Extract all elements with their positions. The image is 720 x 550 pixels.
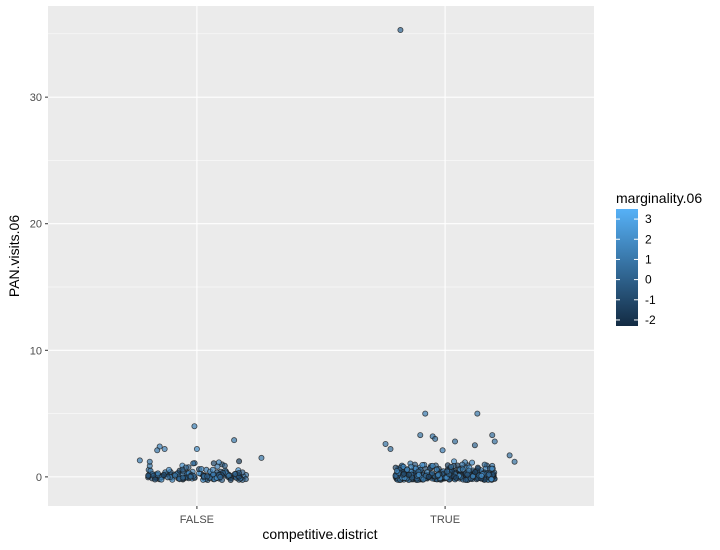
data-point xyxy=(419,462,426,469)
data-point xyxy=(474,464,481,471)
y-tick-label: 30 xyxy=(30,92,42,104)
data-point xyxy=(417,432,424,439)
x-tick-label: TRUE xyxy=(430,514,460,526)
data-point xyxy=(429,470,436,477)
data-point xyxy=(464,471,471,478)
data-point xyxy=(453,474,460,481)
data-point xyxy=(439,447,446,454)
y-axis: 0 10 20 30 xyxy=(30,92,48,484)
data-point xyxy=(221,462,228,469)
data-point xyxy=(187,473,194,480)
data-point xyxy=(387,446,394,453)
data-point xyxy=(459,461,466,468)
y-axis-title: PAN.visits.06 xyxy=(6,215,22,297)
data-point xyxy=(158,476,165,483)
data-point xyxy=(160,472,167,479)
legend-tick-label: 2 xyxy=(645,232,652,246)
legend-tick-label: 1 xyxy=(645,252,652,266)
data-point xyxy=(471,442,478,449)
legend-colorbar xyxy=(616,209,638,326)
data-point xyxy=(393,467,400,474)
legend-tick-label: 0 xyxy=(645,273,652,287)
data-point xyxy=(154,447,161,454)
panel-background xyxy=(48,6,594,506)
data-point xyxy=(472,469,479,476)
data-points xyxy=(136,27,518,484)
data-point xyxy=(179,466,186,473)
legend-tick-label: -1 xyxy=(645,293,656,307)
x-tick-label: FALSE xyxy=(180,514,214,526)
data-point xyxy=(146,458,153,465)
data-point xyxy=(489,432,496,439)
data-point xyxy=(161,446,168,453)
data-point xyxy=(258,454,265,461)
data-point xyxy=(420,476,427,483)
data-point xyxy=(478,472,485,479)
x-axis-title: competitive.district xyxy=(262,526,377,542)
data-point xyxy=(408,463,415,470)
data-point xyxy=(151,476,158,483)
color-legend: marginality.06 3 2 1 0 -1 -2 xyxy=(616,190,702,327)
data-point xyxy=(506,452,513,459)
data-point xyxy=(491,438,498,445)
data-point xyxy=(198,466,205,473)
data-point xyxy=(406,471,413,478)
data-point xyxy=(217,474,224,481)
data-point xyxy=(214,463,221,470)
data-point xyxy=(172,472,179,479)
data-point xyxy=(210,460,217,467)
legend-ticks: 3 2 1 0 -1 -2 xyxy=(616,212,656,327)
data-point xyxy=(227,477,234,484)
data-point xyxy=(433,466,440,473)
data-point xyxy=(404,466,411,473)
data-point xyxy=(474,410,481,417)
data-point xyxy=(232,470,239,477)
data-point xyxy=(435,471,442,478)
data-point xyxy=(136,457,143,464)
data-point xyxy=(448,463,455,470)
data-point xyxy=(422,410,429,417)
data-point xyxy=(145,472,152,479)
data-point xyxy=(397,27,404,34)
legend-title: marginality.06 xyxy=(616,190,702,206)
data-point xyxy=(415,471,422,478)
data-point xyxy=(191,423,198,430)
data-point xyxy=(179,474,186,481)
data-point xyxy=(190,460,197,467)
major-gridlines xyxy=(48,6,594,506)
data-point xyxy=(485,471,492,478)
y-tick-label: 10 xyxy=(30,345,42,357)
data-point xyxy=(425,473,432,480)
data-point xyxy=(154,470,161,477)
data-point xyxy=(165,466,172,473)
data-point xyxy=(488,476,495,483)
data-point xyxy=(511,458,518,465)
data-point xyxy=(488,465,495,472)
legend-tick-label: 3 xyxy=(645,212,652,226)
data-point xyxy=(382,440,389,447)
data-point xyxy=(204,473,211,480)
x-axis: FALSE TRUE xyxy=(180,506,460,526)
data-point xyxy=(462,476,469,483)
y-tick-label: 20 xyxy=(30,219,42,231)
data-point xyxy=(231,437,238,444)
data-point xyxy=(452,438,459,445)
data-point xyxy=(459,466,466,473)
legend-tick-label: -2 xyxy=(645,313,656,327)
data-point xyxy=(193,446,200,453)
minor-gridlines xyxy=(48,33,594,414)
data-point xyxy=(432,435,439,442)
data-point xyxy=(469,459,476,466)
data-point xyxy=(429,462,436,469)
data-point xyxy=(444,468,451,475)
y-tick-label: 0 xyxy=(36,472,42,484)
data-point xyxy=(209,466,216,473)
data-point xyxy=(236,458,243,465)
